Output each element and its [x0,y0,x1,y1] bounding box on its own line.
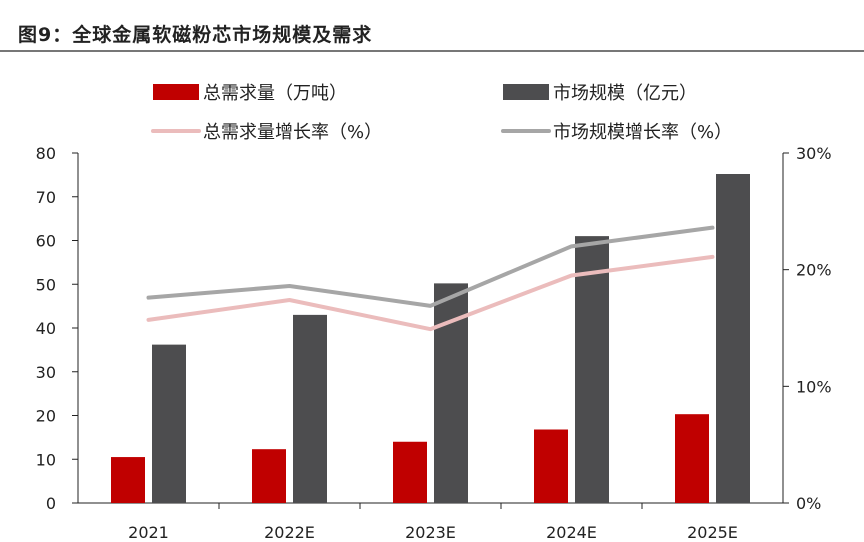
left-tick-label: 0 [46,494,56,513]
x-tick-label: 2022E [264,523,315,542]
bar-2 [293,314,327,503]
left-tick-label: 60 [36,232,56,251]
x-tick-label: 2023E [405,523,456,542]
right-tick-label: 0% [796,494,821,513]
left-tick-label: 20 [36,407,56,426]
bar-2 [716,174,750,503]
bar-1 [675,414,709,503]
line-series-1 [146,254,715,332]
left-tick-label: 10 [36,450,56,469]
bar-2 [152,344,186,503]
x-tick-label: 2025E [687,523,738,542]
bar-1 [252,449,286,503]
left-tick-label: 40 [36,319,56,338]
legend-label: 总需求量增长率（%） [203,122,382,143]
right-tick-label: 10% [796,377,832,396]
line-series-2 [146,225,715,308]
bars [111,174,750,503]
left-tick-label: 80 [36,144,56,163]
legend-label: 总需求量（万吨） [203,83,347,104]
right-tick-label: 20% [796,261,832,280]
figure-title: 图9：全球金属软磁粉芯市场规模及需求 [18,24,373,46]
bar-2 [575,236,609,503]
bar-1 [393,441,427,503]
legend: 总需求量（万吨） 市场规模（亿元） 总需求量增长率（%） 市场规模增长率（%） [151,83,732,143]
title-divider [0,50,864,52]
left-tick-label: 30 [36,363,56,382]
bar-1 [111,457,145,503]
x-tick-label: 2021 [128,523,169,542]
x-tick-label: 2024E [546,523,597,542]
bar-1 [534,429,568,503]
right-tick-label: 30% [796,144,832,163]
left-tick-label: 50 [36,275,56,294]
legend-label: 市场规模（亿元） [553,83,697,104]
legend-label: 市场规模增长率（%） [553,122,732,143]
legend-swatch-bar [503,84,549,100]
axes: 0 10 20 30 40 50 60 70 80 0% 10% 20% 30% 2021 2022E 202… [36,144,832,542]
lines [146,225,715,332]
legend-swatch-bar [153,84,199,100]
left-tick-label: 70 [36,188,56,207]
